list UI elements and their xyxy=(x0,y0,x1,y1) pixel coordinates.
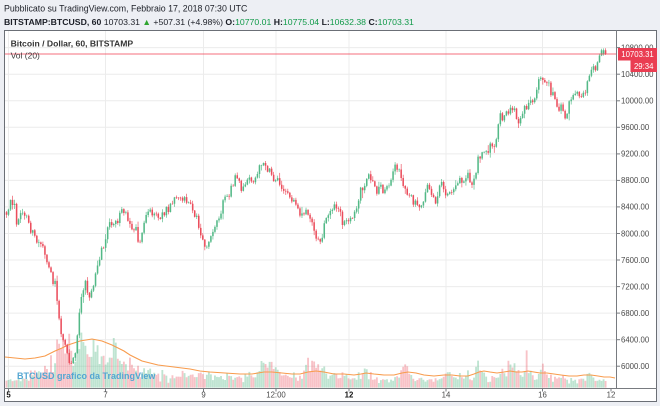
svg-text:8000.00: 8000.00 xyxy=(621,229,650,238)
svg-text:14: 14 xyxy=(442,390,451,399)
svg-text:7200.00: 7200.00 xyxy=(621,282,650,291)
svg-text:BITSTAMP:BTCUSD, 60 10703.31 ▲: BITSTAMP:BTCUSD, 60 10703.31 ▲ +507.31 (… xyxy=(4,17,414,27)
svg-text:10400.00: 10400.00 xyxy=(621,70,654,79)
svg-text:8400.00: 8400.00 xyxy=(621,203,650,212)
svg-text:6400.00: 6400.00 xyxy=(621,336,650,345)
svg-text:10000.00: 10000.00 xyxy=(621,97,654,106)
svg-text:10703.31: 10703.31 xyxy=(621,50,654,59)
svg-text:12: 12 xyxy=(345,390,354,399)
svg-text:8800.00: 8800.00 xyxy=(621,176,650,185)
svg-text:7600.00: 7600.00 xyxy=(621,256,650,265)
svg-text:9: 9 xyxy=(201,390,205,399)
svg-text:16: 16 xyxy=(538,390,547,399)
svg-text:12: 12 xyxy=(607,390,616,399)
svg-text:9200.00: 9200.00 xyxy=(621,150,650,159)
svg-text:12:00: 12:00 xyxy=(266,390,286,399)
svg-text:10800.00: 10800.00 xyxy=(621,43,654,52)
svg-text:6000.00: 6000.00 xyxy=(621,362,650,371)
svg-text:Bitcoin / Dollar, 60, BITSTAMP: Bitcoin / Dollar, 60, BITSTAMP xyxy=(11,39,134,49)
svg-text:9600.00: 9600.00 xyxy=(621,123,650,132)
svg-text:7: 7 xyxy=(103,390,107,399)
svg-text:29:34: 29:34 xyxy=(634,62,654,71)
svg-text:5: 5 xyxy=(6,390,11,399)
svg-text:Pubblicato su TradingView.com,: Pubblicato su TradingView.com, Febbraio … xyxy=(4,4,248,14)
svg-text:BTCUSD grafico da TradingView: BTCUSD grafico da TradingView xyxy=(17,371,156,381)
svg-text:6800.00: 6800.00 xyxy=(621,309,650,318)
svg-text:Vol (20): Vol (20) xyxy=(11,51,40,61)
